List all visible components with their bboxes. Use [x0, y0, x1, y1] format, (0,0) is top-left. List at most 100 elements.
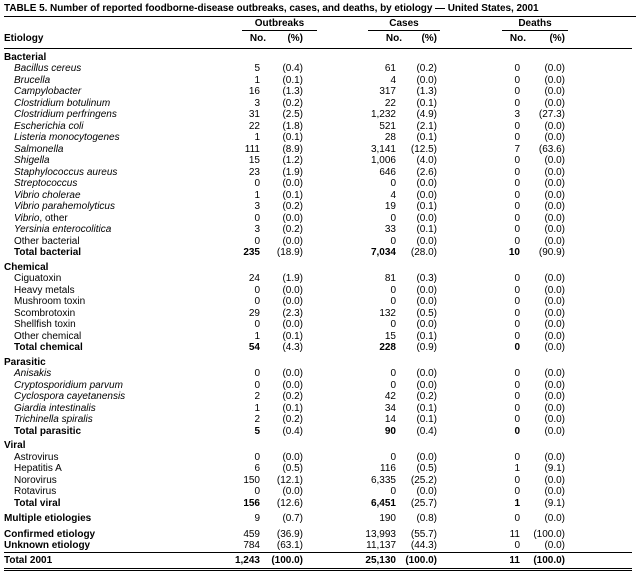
deaths-pct-cell: (0.0) — [544, 166, 566, 178]
deaths-no-cell: 0 — [514, 379, 520, 391]
pct-column-header: (%) — [396, 31, 437, 49]
deaths-pct-cell: (0.0) — [544, 284, 566, 296]
etiology-row: Vibrio parahemolyticus 3 (0.2) 19 (0.1) 0 (0.0… — [4, 201, 632, 213]
filler-cell — [565, 475, 632, 487]
outbreaks-pct-cell: (2.5) — [282, 109, 303, 120]
outbreaks-no-cell: 459 — [243, 528, 260, 540]
etiology-label-cell: Vibrio, other — [4, 213, 220, 225]
outbreaks-pct-cell: (0.0) — [282, 451, 303, 463]
outbreaks-no-cell: 1 — [254, 132, 260, 143]
cases-pct-cell: (0.0) — [416, 379, 437, 391]
deaths-pct-cell: (0.0) — [544, 86, 566, 97]
gap-cell — [303, 342, 353, 354]
filler-cell — [565, 31, 633, 49]
etiology-name: Vibrio — [14, 212, 40, 224]
gap-cell — [303, 63, 353, 75]
deaths-pct-cell: (0.0) — [544, 235, 566, 247]
etiology-row: Yersinia enterocolitica 3 (0.2) 33 (0.1) 0 (0.… — [4, 224, 632, 236]
etiology-label-cell: Unknown etiology — [4, 540, 220, 552]
deaths-pct-cell: (0.0) — [544, 224, 566, 235]
etiology-name: Yersinia enterocolitica — [14, 224, 112, 235]
outbreaks-pct-cell: (0.2) — [282, 414, 303, 425]
outbreaks-no-cell: 1,243 — [220, 551, 260, 571]
deaths-pct-cell: (0.0) — [544, 319, 566, 330]
gap-cell — [437, 75, 477, 87]
etiology-row: Escherichia coli 22 (1.8) 521 (2.1) 0 (0.0) — [4, 121, 632, 133]
gap-cell — [437, 331, 477, 343]
deaths-no-cell: 0 — [514, 284, 520, 296]
section-header-label: Chemical — [4, 261, 49, 273]
cases-no-cell: 33 — [384, 224, 396, 235]
outbreaks-no-cell: 5 — [254, 63, 260, 74]
cases-pct-cell: (55.7) — [410, 528, 437, 540]
etiology-label-cell: Shigella — [4, 155, 220, 167]
cases-no-cell: 0 — [390, 212, 396, 224]
outbreaks-pct-cell: (0.1) — [282, 402, 303, 414]
filler-cell — [565, 201, 632, 213]
etiology-name: Listeria monocytogenes — [14, 132, 120, 143]
cases-no-cell: 646 — [379, 166, 396, 178]
outbreaks-pct-cell: (1.9) — [282, 166, 303, 178]
filler-cell — [565, 121, 632, 133]
etiology-name: Scombrotoxin — [14, 307, 76, 319]
etiology-row: Shigella 15 (1.2) 1,006 (4.0) 0 (0.0) — [4, 155, 632, 167]
etiology-name: Campylobacter — [14, 86, 82, 97]
etiology-name: Brucella — [14, 74, 51, 86]
outbreaks-no-cell: 3 — [254, 224, 260, 235]
gap-cell — [437, 98, 477, 110]
cases-pct-cell: (0.3) — [416, 273, 437, 284]
pct-column-header: (%) — [520, 31, 566, 49]
etiology-label-cell: Astrovirus — [4, 452, 220, 464]
deaths-pct-cell: (0.0) — [544, 273, 566, 284]
cases-pct-cell: (0.0) — [416, 74, 437, 86]
cases-pct-cell: (0.0) — [416, 486, 437, 497]
total-row: Total viral 156 (12.6) 6,451 (25.7) 1 (9.1) — [4, 498, 632, 510]
cases-no-cell: 19 — [384, 201, 396, 212]
etiology-name: Shellfish toxin — [14, 319, 76, 330]
etiology-name: Cyclospora cayetanensis — [14, 391, 126, 402]
deaths-no-cell: 0 — [514, 451, 520, 463]
filler-cell — [565, 486, 632, 498]
gap-cell — [437, 63, 477, 75]
filler-cell — [565, 380, 632, 392]
etiology-column-header: Etiology — [4, 31, 220, 49]
filler-cell — [565, 155, 632, 167]
etiology-label-cell: Total parasitic — [4, 426, 220, 438]
outbreaks-no-cell: 0 — [254, 212, 260, 224]
etiology-name: Total 2001 — [4, 554, 53, 566]
filler-cell — [565, 296, 632, 308]
etiology-label-cell: Staphylococcus aureus — [4, 167, 220, 179]
etiology-name: Confirmed etiology — [4, 528, 96, 540]
cases-pct-cell: (4.0) — [416, 155, 437, 166]
etiology-label-cell: Total bacterial — [4, 247, 220, 259]
total-row: Total parasitic 5 (0.4) 90 (0.4) 0 (0.0) — [4, 426, 632, 438]
deaths-pct-cell: (63.6) — [538, 143, 566, 155]
filler-cell — [565, 213, 632, 225]
outbreaks-no-cell: 0 — [254, 284, 260, 296]
deaths-pct-cell: (0.0) — [544, 474, 566, 486]
deaths-no-cell: 0 — [514, 474, 520, 486]
etiology-name: Cryptosporidium parvum — [14, 379, 123, 391]
outbreaks-pct-cell: (0.1) — [282, 132, 303, 143]
etiology-name: Anisakis — [14, 368, 52, 379]
outbreaks-no-cell: 111 — [244, 143, 260, 155]
gap-cell — [437, 296, 477, 308]
gap-cell — [303, 475, 353, 487]
column-group-outbreaks: Outbreaks — [242, 18, 317, 31]
outbreaks-pct-cell: (1.3) — [282, 86, 303, 97]
filler-cell — [565, 190, 632, 202]
outbreaks-pct-cell: (0.0) — [282, 284, 303, 296]
filler-cell — [565, 368, 632, 380]
cases-pct-cell: (4.9) — [416, 109, 437, 120]
etiology-name: Hepatitis A — [14, 463, 62, 474]
gap-cell — [303, 414, 353, 426]
etiology-name: Vibrio cholerae — [14, 189, 81, 201]
etiology-row: Vibrio cholerae 1 (0.1) 4 (0.0) 0 (0.0) — [4, 190, 632, 202]
cases-no-cell: 11,137 — [366, 540, 396, 551]
filler-cell — [565, 426, 632, 438]
deaths-pct-cell: (9.1) — [544, 463, 566, 474]
gap-cell — [303, 509, 353, 525]
cases-no-cell: 0 — [390, 451, 396, 463]
deaths-pct-cell: (0.0) — [544, 342, 566, 353]
filler-cell — [565, 452, 632, 464]
